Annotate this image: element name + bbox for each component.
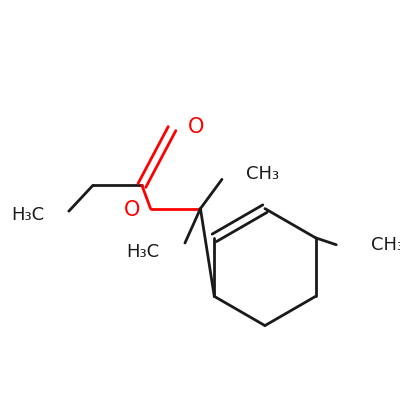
Text: O: O	[124, 200, 140, 220]
Text: CH₃: CH₃	[246, 165, 279, 183]
Text: H₃C: H₃C	[126, 243, 159, 261]
Text: H₃C: H₃C	[12, 206, 45, 224]
Text: CH₃: CH₃	[371, 236, 400, 254]
Text: O: O	[188, 117, 204, 137]
